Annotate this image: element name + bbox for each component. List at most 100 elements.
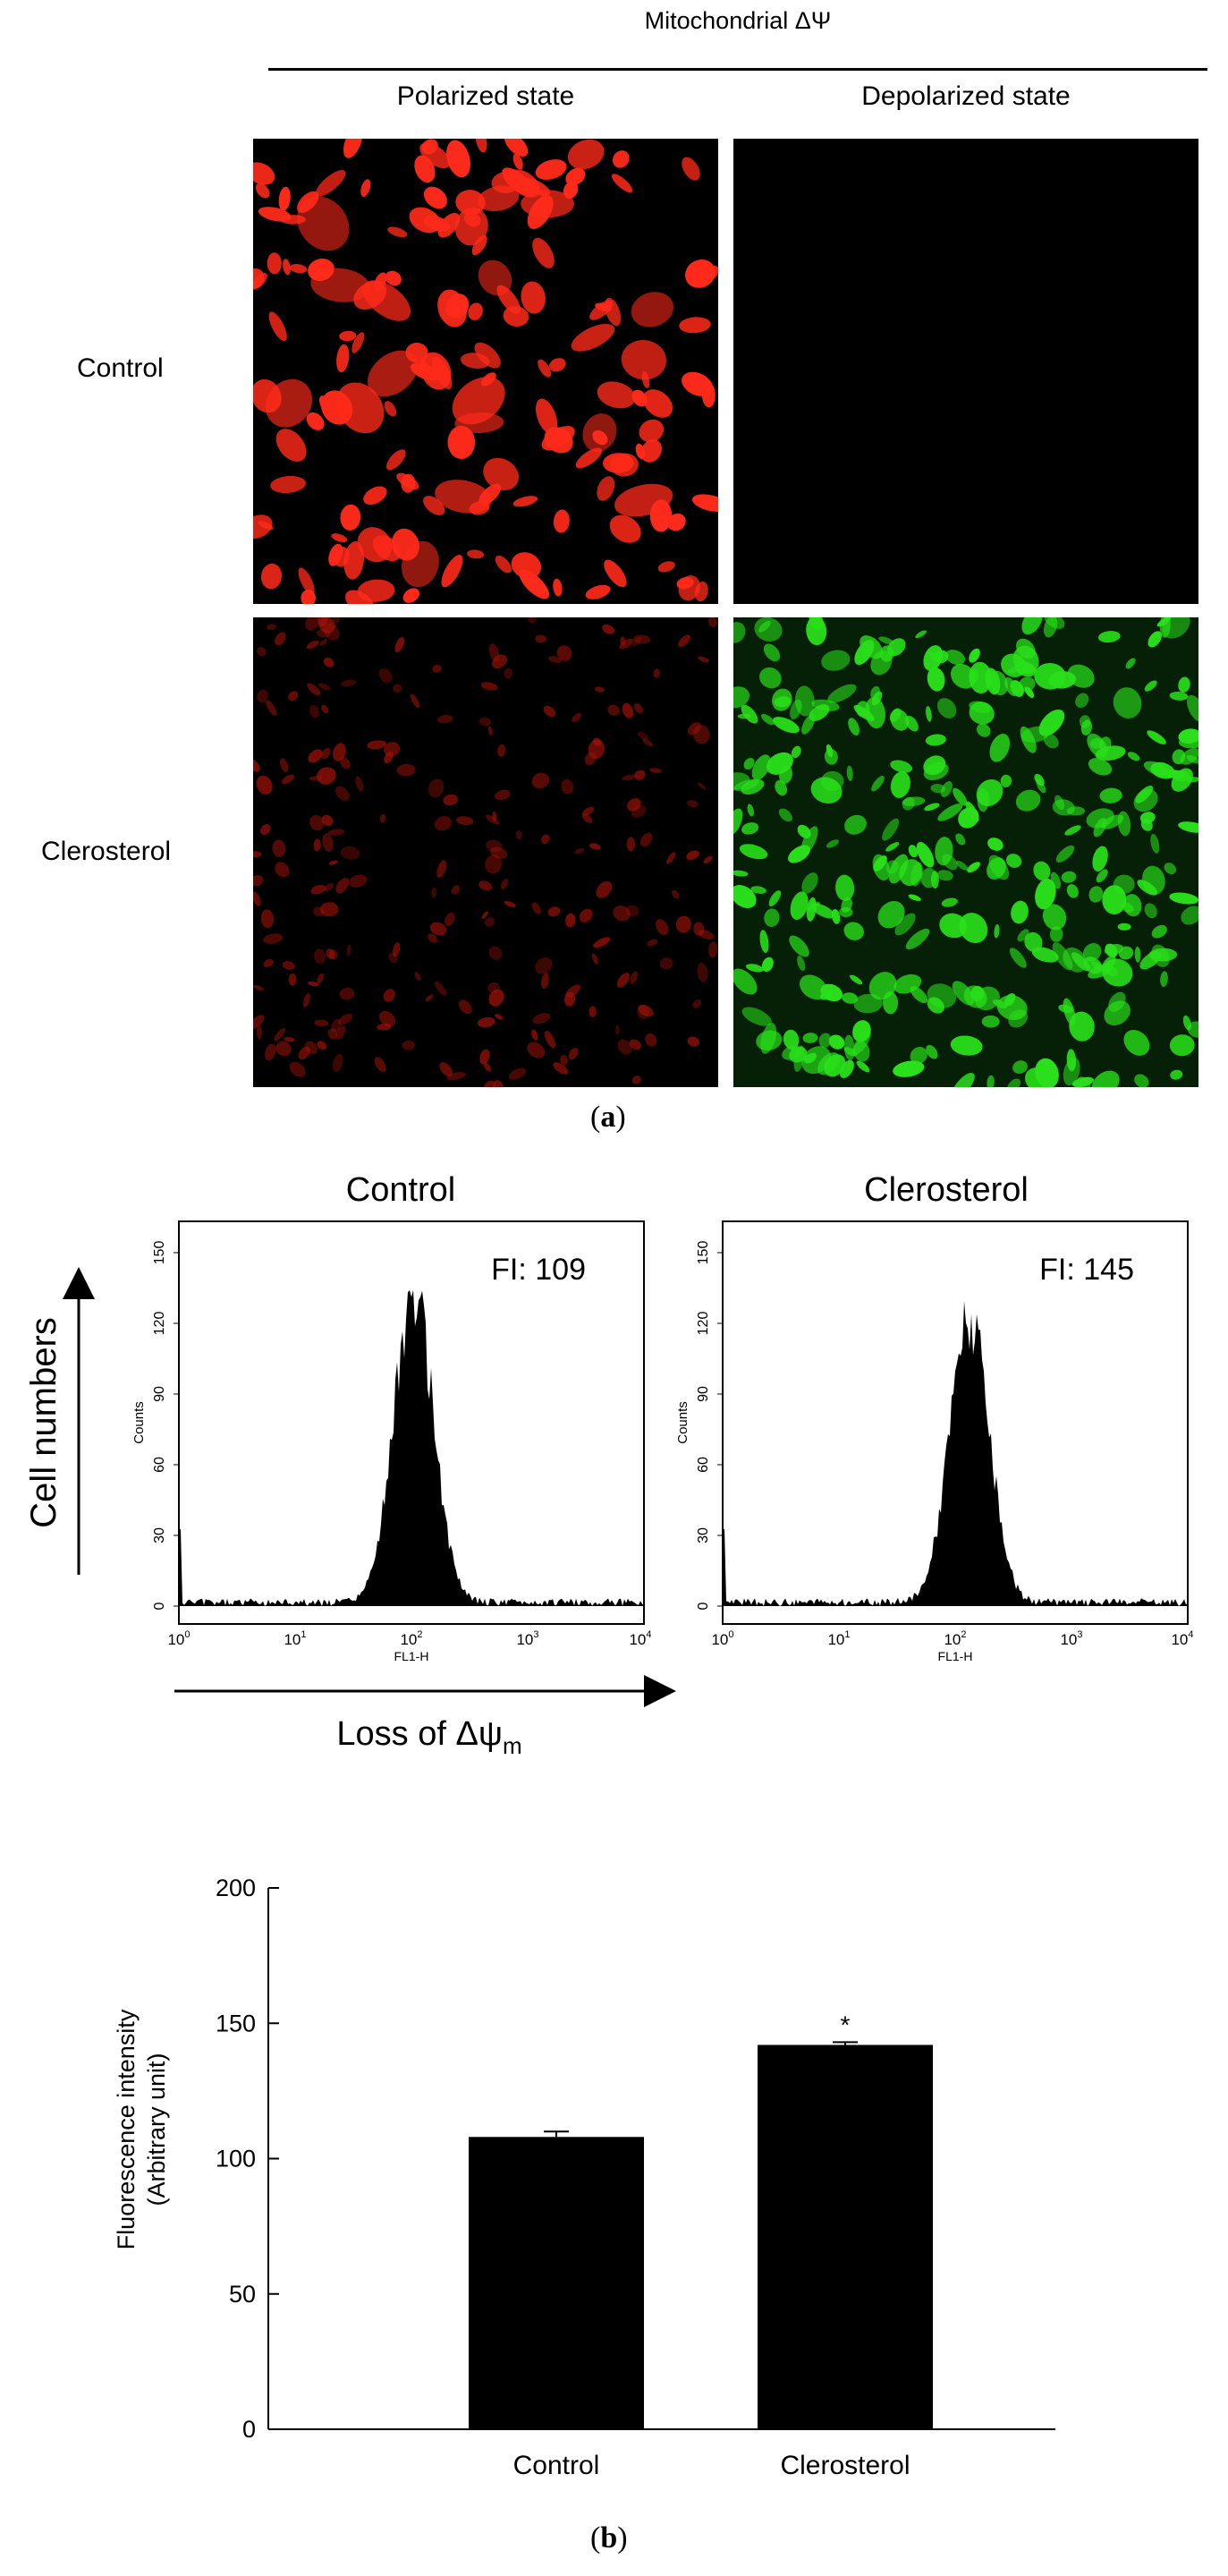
cell — [597, 381, 636, 409]
cell — [852, 1029, 871, 1055]
cell — [1186, 694, 1198, 723]
cell — [463, 211, 481, 227]
cell — [882, 818, 900, 841]
cell — [253, 758, 260, 772]
cell — [1160, 971, 1168, 987]
cell — [1044, 617, 1065, 629]
panel-a-header-rule — [268, 68, 1207, 71]
cell — [565, 913, 576, 928]
cell — [801, 872, 818, 894]
cell — [267, 252, 282, 275]
cell — [336, 344, 350, 373]
xtick-c-1-base: 10 — [284, 1631, 301, 1648]
cell — [515, 830, 522, 840]
cell — [574, 847, 585, 854]
cell — [481, 911, 488, 919]
cell — [321, 704, 329, 714]
xtick-c-1: 101 — [284, 1629, 306, 1648]
loss-of-potential-label: Loss of Δψm — [336, 1715, 521, 1759]
cell — [687, 799, 699, 808]
cell — [1178, 728, 1198, 744]
cell — [698, 930, 715, 940]
cell — [926, 1044, 938, 1059]
cell — [455, 190, 486, 216]
cell — [870, 685, 880, 699]
cell — [541, 973, 549, 990]
cell — [310, 884, 326, 895]
cell — [678, 575, 700, 601]
cell — [1186, 777, 1198, 783]
xtick-x-3-base: 10 — [1060, 1631, 1077, 1648]
cell — [1170, 1069, 1183, 1080]
cell — [797, 824, 811, 839]
cell — [313, 838, 321, 852]
cell — [697, 782, 707, 790]
xtick-x-2: 102 — [944, 1629, 966, 1648]
cell — [253, 162, 275, 185]
cell — [926, 706, 932, 722]
cell — [989, 734, 1011, 762]
histogram-figure: Control FI: 109 0 30 60 90 120 150 Count… — [24, 1171, 1194, 1759]
cell — [538, 359, 552, 378]
cell — [698, 656, 709, 663]
cell — [490, 846, 508, 859]
cell — [1011, 900, 1029, 924]
cell — [309, 704, 319, 718]
cell — [512, 153, 523, 170]
xtick-x-0: 100 — [711, 1629, 733, 1648]
cell — [355, 776, 364, 792]
bar-chart-yticks: 0 50 100 150 200 — [216, 1875, 279, 2443]
xtick-c-2-base: 10 — [400, 1631, 417, 1648]
cell — [478, 880, 493, 891]
cell — [750, 886, 766, 894]
cell — [1164, 863, 1177, 875]
cell — [974, 986, 1000, 1011]
cell — [585, 584, 611, 599]
cell — [766, 752, 793, 775]
cell — [969, 648, 980, 663]
cell — [708, 941, 718, 958]
xtick-c-4: 104 — [629, 1629, 651, 1648]
cell — [733, 622, 746, 643]
cell — [527, 1041, 546, 1058]
cell — [647, 939, 658, 947]
row-label-control: Control — [77, 353, 164, 383]
cell — [536, 398, 558, 435]
cell — [826, 744, 834, 758]
cell — [607, 704, 621, 716]
cell — [488, 989, 504, 1007]
cell — [340, 757, 351, 769]
cell — [315, 169, 346, 197]
cell — [885, 860, 899, 874]
cell — [553, 1062, 569, 1075]
cell — [484, 1080, 496, 1087]
cell — [1021, 726, 1050, 743]
cell — [308, 981, 319, 987]
cell — [951, 663, 976, 689]
cell — [908, 845, 919, 858]
cell — [492, 654, 507, 669]
cell — [571, 323, 615, 352]
xtick-c-0: 100 — [167, 1629, 190, 1648]
histogram-control-distribution — [179, 1289, 644, 1606]
cell — [775, 780, 788, 796]
bar-chart-bars: Control * Clerosterol — [469, 2011, 933, 2480]
cell — [575, 447, 603, 469]
cell — [1069, 1011, 1095, 1041]
histogram-control-frame — [178, 1220, 645, 1625]
cell — [799, 974, 827, 1000]
cell — [445, 913, 455, 926]
cell — [950, 1035, 983, 1056]
ytick-label-x-4: 120 — [696, 1312, 711, 1336]
cell — [925, 734, 946, 746]
xtick-x-4-exp: 4 — [1188, 1629, 1193, 1640]
cell — [631, 1075, 641, 1084]
cell — [393, 684, 402, 693]
cell — [1169, 1034, 1195, 1057]
cell — [272, 839, 286, 857]
cell — [266, 700, 277, 716]
cell — [771, 688, 792, 711]
cell — [733, 686, 750, 709]
cell — [768, 890, 782, 907]
xtick-x-4: 104 — [1171, 1629, 1193, 1648]
